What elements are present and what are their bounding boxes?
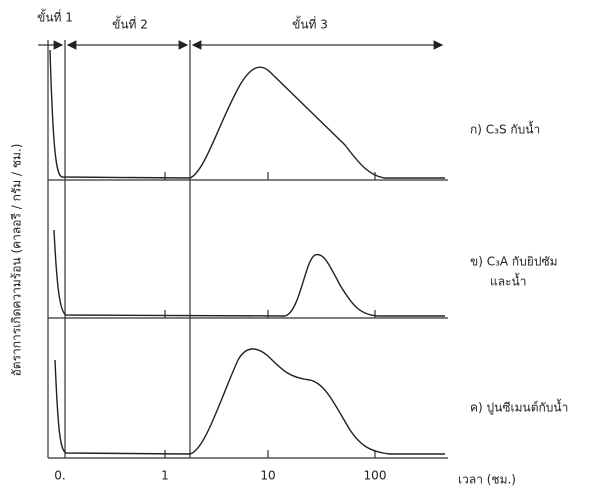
panel-label: และน้ำ [490,273,526,289]
x-tick-label: 100 [364,469,387,483]
x-tick-label: 0. [54,469,65,483]
figure: ขั้นที่ 1 ขั้นที่ 2 ขั้นที่ 3 อัตราการเก… [0,0,592,488]
panel-label: ข) C₃A กับยิปซัม [470,255,558,269]
x-tick-label: 10 [260,469,275,483]
curve-cement [55,349,445,454]
stage-label: ขั้นที่ 2 [112,16,148,32]
x-axis-label: เวลา (ชม.) [458,473,516,487]
stage-label: ขั้นที่ 3 [292,16,328,32]
x-tick-label: 1 [161,469,169,483]
panel-label: ค) ปูนซีเมนต์กับน้ำ [470,399,568,416]
y-axis-label: อัตราการเกิดความร้อน (คาลอรี / กรัม / ชม… [10,144,24,377]
stage-label: ขั้นที่ 1 [37,9,73,25]
curve-c3a [54,230,445,316]
curve-c3s [50,50,445,178]
panel-label: ก) C₃S กับน้ำ [470,121,540,137]
